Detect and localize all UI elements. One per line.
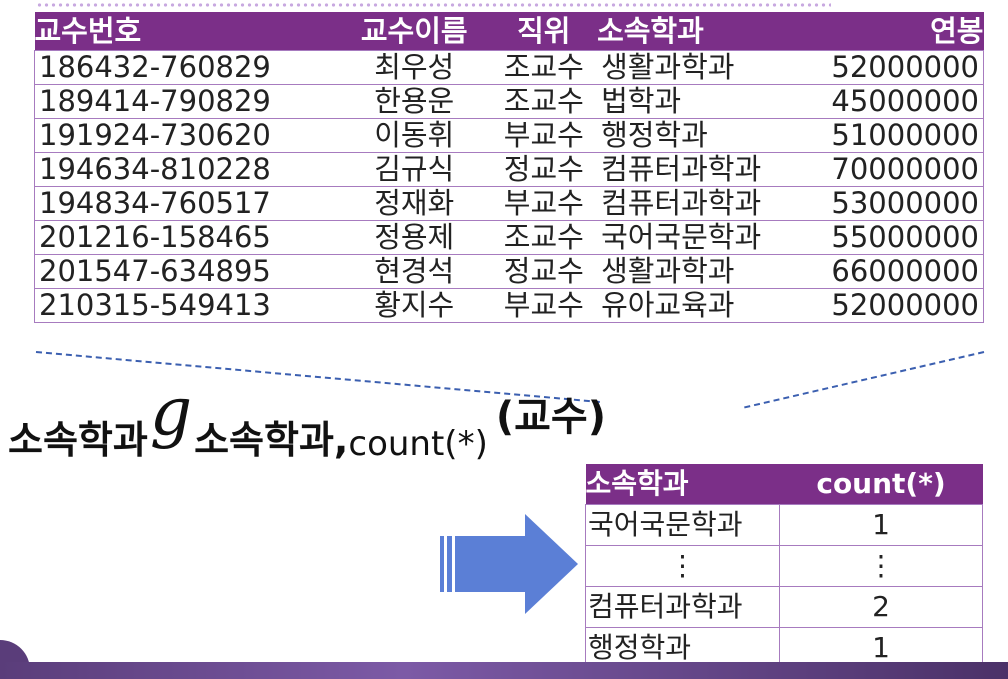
cell-salary: 53000000 xyxy=(797,186,985,221)
cell-professor-id: 201547-634895 xyxy=(33,254,338,289)
table-row: 컴퓨터과학과 2 xyxy=(584,586,983,628)
cell-salary: 52000000 xyxy=(797,50,985,85)
decorative-bottom-band xyxy=(0,662,1008,679)
cell-department: 생활과학과 xyxy=(597,50,798,85)
result-table: 소속학과 count(*) 국어국문학과 1 ⋮ ⋮ 컴퓨터과학과 2 행정학과… xyxy=(584,464,983,669)
header-department: 소속학과 xyxy=(597,12,798,51)
cell-department: 국어국문학과 xyxy=(584,504,781,546)
header-professor-id: 교수번호 xyxy=(34,12,338,51)
cell-department: 법학과 xyxy=(597,84,798,119)
table-row: 국어국문학과 1 xyxy=(584,504,983,546)
result-table-header-row: 소속학과 count(*) xyxy=(585,464,983,505)
cell-department: 유아교육과 xyxy=(597,288,798,323)
cell-professor-name: 최우성 xyxy=(337,50,491,85)
aggregate-function: count(*) xyxy=(348,424,488,464)
grouping-attribute: 소속학과 xyxy=(8,418,148,462)
cell-department: 컴퓨터과학과 xyxy=(597,186,798,221)
cell-department: 컴퓨터과학과 xyxy=(584,586,781,628)
cell-department: 행정학과 xyxy=(597,118,798,153)
table-row: 201547-634895 현경석 정교수 생활과학과 66000000 xyxy=(33,254,985,289)
header-position: 직위 xyxy=(490,12,598,51)
relation-name: (교수) xyxy=(495,394,606,440)
result-attributes: 소속학과, xyxy=(194,418,349,462)
cell-salary: 52000000 xyxy=(797,288,985,323)
cell-professor-id: 210315-549413 xyxy=(33,288,338,323)
cell-department: 국어국문학과 xyxy=(597,220,798,255)
cell-position: 조교수 xyxy=(490,50,598,85)
cell-count: 2 xyxy=(779,586,983,628)
cell-professor-id: 194634-810228 xyxy=(33,152,338,187)
cell-professor-name: 정재화 xyxy=(337,186,491,221)
cell-professor-name: 한용운 xyxy=(337,84,491,119)
cell-professor-id: 186432-760829 xyxy=(33,50,338,85)
cell-professor-name: 황지수 xyxy=(337,288,491,323)
decorative-dotted-strip xyxy=(36,2,831,8)
cell-position: 정교수 xyxy=(490,254,598,289)
cell-department: 생활과학과 xyxy=(597,254,798,289)
cell-salary: 66000000 xyxy=(797,254,985,289)
cell-professor-id: 194834-760517 xyxy=(33,186,338,221)
aggregate-operator-g: 𝑔 xyxy=(149,373,193,450)
cell-ellipsis: ⋮ xyxy=(584,545,781,587)
cell-professor-id: 201216-158465 xyxy=(33,220,338,255)
table-row: 191924-730620 이동휘 부교수 행정학과 51000000 xyxy=(33,118,985,153)
relational-algebra-expression: 소속학과 𝑔 소속학과, count(*) (교수) xyxy=(8,373,606,464)
cell-ellipsis: ⋮ xyxy=(779,545,983,587)
cell-salary: 45000000 xyxy=(797,84,985,119)
cell-salary: 55000000 xyxy=(797,220,985,255)
cell-position: 조교수 xyxy=(490,220,598,255)
table-row: 189414-790829 한용운 조교수 법학과 45000000 xyxy=(33,84,985,119)
header-department: 소속학과 xyxy=(585,464,780,505)
cell-position: 부교수 xyxy=(490,118,598,153)
table-row: 201216-158465 정용제 조교수 국어국문학과 55000000 xyxy=(33,220,985,255)
right-arrow-icon xyxy=(440,514,578,614)
header-professor-name: 교수이름 xyxy=(337,12,491,51)
cell-department: 컴퓨터과학과 xyxy=(597,152,798,187)
table-row: 194634-810228 김규식 정교수 컴퓨터과학과 70000000 xyxy=(33,152,985,187)
cell-salary: 70000000 xyxy=(797,152,985,187)
cell-professor-name: 정용제 xyxy=(337,220,491,255)
table-row: 186432-760829 최우성 조교수 생활과학과 52000000 xyxy=(33,50,985,85)
cell-position: 부교수 xyxy=(490,288,598,323)
cell-professor-name: 현경석 xyxy=(337,254,491,289)
cell-position: 정교수 xyxy=(490,152,598,187)
cell-professor-name: 이동휘 xyxy=(337,118,491,153)
cell-professor-id: 189414-790829 xyxy=(33,84,338,119)
cell-position: 부교수 xyxy=(490,186,598,221)
professor-table: 교수번호 교수이름 직위 소속학과 연봉 186432-760829 최우성 조… xyxy=(33,12,985,323)
cell-position: 조교수 xyxy=(490,84,598,119)
table-row: 194834-760517 정재화 부교수 컴퓨터과학과 53000000 xyxy=(33,186,985,221)
header-salary: 연봉 xyxy=(797,12,984,51)
table-row: ⋮ ⋮ xyxy=(584,545,983,587)
cell-professor-name: 김규식 xyxy=(337,152,491,187)
cell-salary: 51000000 xyxy=(797,118,985,153)
table-row: 210315-549413 황지수 부교수 유아교육과 52000000 xyxy=(33,288,985,323)
cell-professor-id: 191924-730620 xyxy=(33,118,338,153)
header-count: count(*) xyxy=(779,464,983,505)
cell-count: 1 xyxy=(779,504,983,546)
professor-table-header-row: 교수번호 교수이름 직위 소속학과 연봉 xyxy=(34,12,984,51)
